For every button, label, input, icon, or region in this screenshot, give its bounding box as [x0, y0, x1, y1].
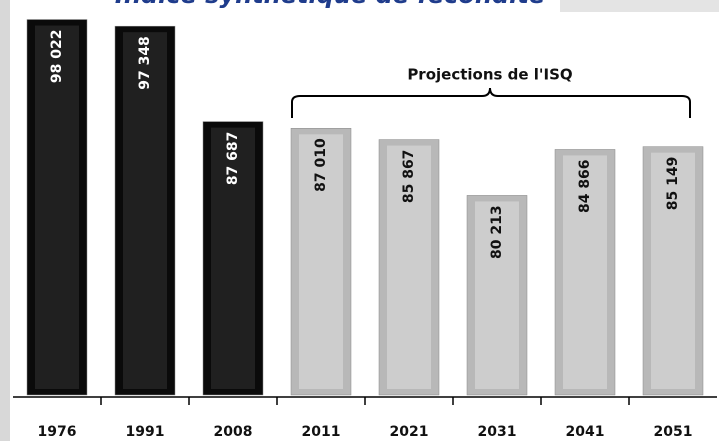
x-tick-label: 2041: [566, 424, 605, 440]
value-label: 87 687: [225, 132, 241, 186]
x-tick-label: 2031: [478, 424, 517, 440]
x-tick-label: 1991: [126, 424, 165, 440]
annotation-brace: [291, 87, 691, 118]
bar-highlight: [651, 152, 695, 389]
value-label: 87 010: [313, 138, 329, 192]
x-tick-label: 2021: [390, 424, 429, 440]
value-label: 98 022: [49, 30, 65, 84]
x-tick-label: 2051: [654, 424, 693, 440]
x-tick-label: 1976: [38, 424, 77, 440]
value-label: 80 213: [489, 205, 505, 259]
left-frame: [0, 0, 10, 441]
annotation: Projections de l'ISQ: [407, 66, 572, 84]
x-tick-label: 2008: [214, 424, 253, 440]
bar-highlight: [211, 127, 255, 389]
value-label: 85 149: [665, 157, 681, 211]
bar-highlight: [475, 201, 519, 389]
bar-highlight: [563, 155, 607, 389]
bar-highlight: [387, 145, 431, 389]
title-box: [560, 0, 719, 12]
bar-highlight: [123, 32, 167, 389]
bar-highlight: [35, 25, 79, 390]
value-label: 84 866: [577, 159, 593, 213]
value-label: 85 867: [401, 150, 417, 204]
x-tick-label: 2011: [302, 424, 341, 440]
bar-highlight: [299, 134, 343, 389]
value-label: 97 348: [137, 36, 153, 90]
chart-title: Indice synthétique de fécondité: [115, 0, 545, 9]
